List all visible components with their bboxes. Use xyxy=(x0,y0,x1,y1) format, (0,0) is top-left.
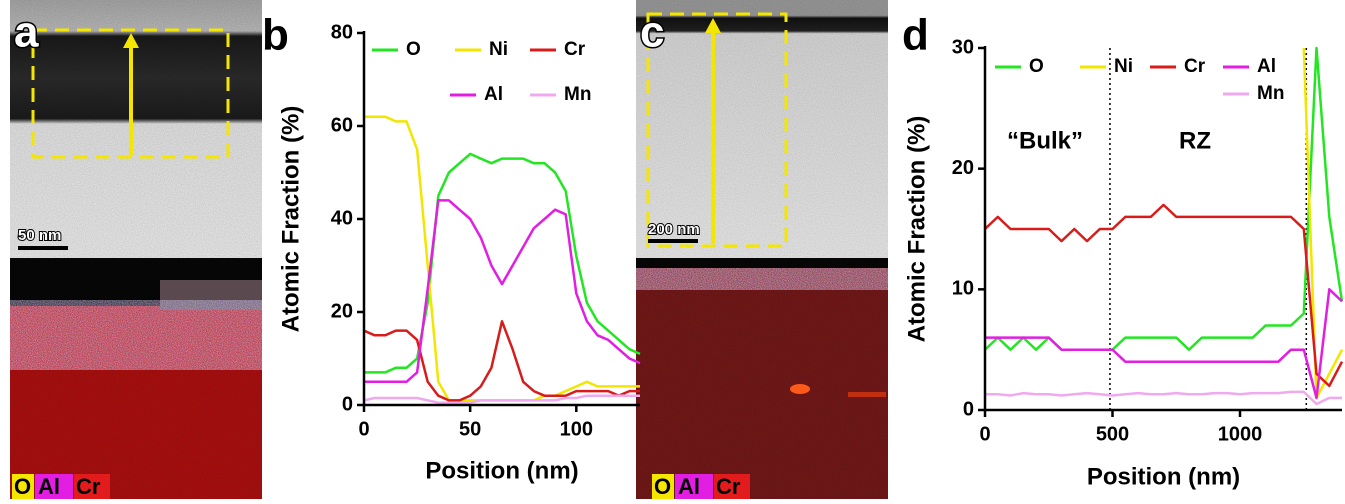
scale-bar-label: 200 nm xyxy=(648,221,700,238)
data-line xyxy=(364,200,640,381)
data-line xyxy=(985,48,1342,350)
image-a: a 50 nm O Al Cr xyxy=(10,0,262,499)
panel-label: d xyxy=(902,11,929,60)
y-tick-label: 20 xyxy=(952,157,974,179)
legend-label: O xyxy=(1029,56,1044,77)
element-label: Cr xyxy=(76,474,101,499)
legend-label: Cr xyxy=(1184,56,1206,77)
legend-label: Mn xyxy=(564,84,591,105)
y-tick-label: 0 xyxy=(342,393,353,415)
element-label: O xyxy=(654,474,671,499)
element-label: Cr xyxy=(716,474,741,499)
legend-label: Ni xyxy=(489,39,508,60)
x-tick-label: 0 xyxy=(358,418,369,440)
data-line xyxy=(364,321,640,400)
y-tick-label: 20 xyxy=(331,300,353,322)
figure: a 50 nm O Al Cr c 200 nm O Al Cr 0 20 40 60… xyxy=(0,0,1345,499)
legend-label: O xyxy=(406,39,421,60)
y-tick-label: 10 xyxy=(952,278,974,300)
data-line xyxy=(985,392,1342,404)
x-tick-label: 500 xyxy=(1096,423,1129,445)
data-line xyxy=(364,396,640,403)
chart: 0 10 20 30 0 500 1000 Atomic Fraction (%) Positi… xyxy=(902,11,1342,491)
x-axis-title: Position (nm) xyxy=(425,457,578,484)
data-line xyxy=(985,289,1342,398)
element-label: O xyxy=(14,474,31,499)
y-tick-label: 60 xyxy=(331,114,353,136)
panel-label: c xyxy=(640,8,664,57)
x-axis-title: Position (nm) xyxy=(1087,463,1240,490)
y-tick-label: 30 xyxy=(952,36,974,58)
x-tick-label: 0 xyxy=(979,423,990,445)
legend-label: Al xyxy=(1257,56,1276,77)
element-label: Al xyxy=(38,474,60,499)
x-tick-label: 100 xyxy=(560,418,593,440)
legend-label: Al xyxy=(484,84,503,105)
element-label: Al xyxy=(678,474,700,499)
scale-bar-label: 50 nm xyxy=(18,227,61,244)
annotation: “Bulk” xyxy=(1007,127,1083,154)
y-tick-label: 40 xyxy=(331,207,353,229)
legend-label: Ni xyxy=(1114,56,1133,77)
data-line xyxy=(985,205,1342,386)
panel-label: a xyxy=(14,8,39,57)
image-c: c 200 nm O Al Cr xyxy=(636,0,888,499)
y-axis-title: Atomic Fraction (%) xyxy=(277,106,304,333)
y-tick-label: 0 xyxy=(963,398,974,420)
x-tick-label: 50 xyxy=(459,418,481,440)
legend-label: Mn xyxy=(1257,83,1284,104)
chart: 0 20 40 60 80 0 50 100 Atomic Fraction (%) Positi… xyxy=(262,11,640,485)
y-tick-label: 80 xyxy=(331,21,353,43)
x-tick-label: 1000 xyxy=(1218,423,1263,445)
panel-label: b xyxy=(262,11,289,60)
legend-label: Cr xyxy=(564,39,586,60)
y-axis-title: Atomic Fraction (%) xyxy=(903,116,930,343)
annotation: RZ xyxy=(1179,127,1211,154)
data-line xyxy=(364,154,640,373)
